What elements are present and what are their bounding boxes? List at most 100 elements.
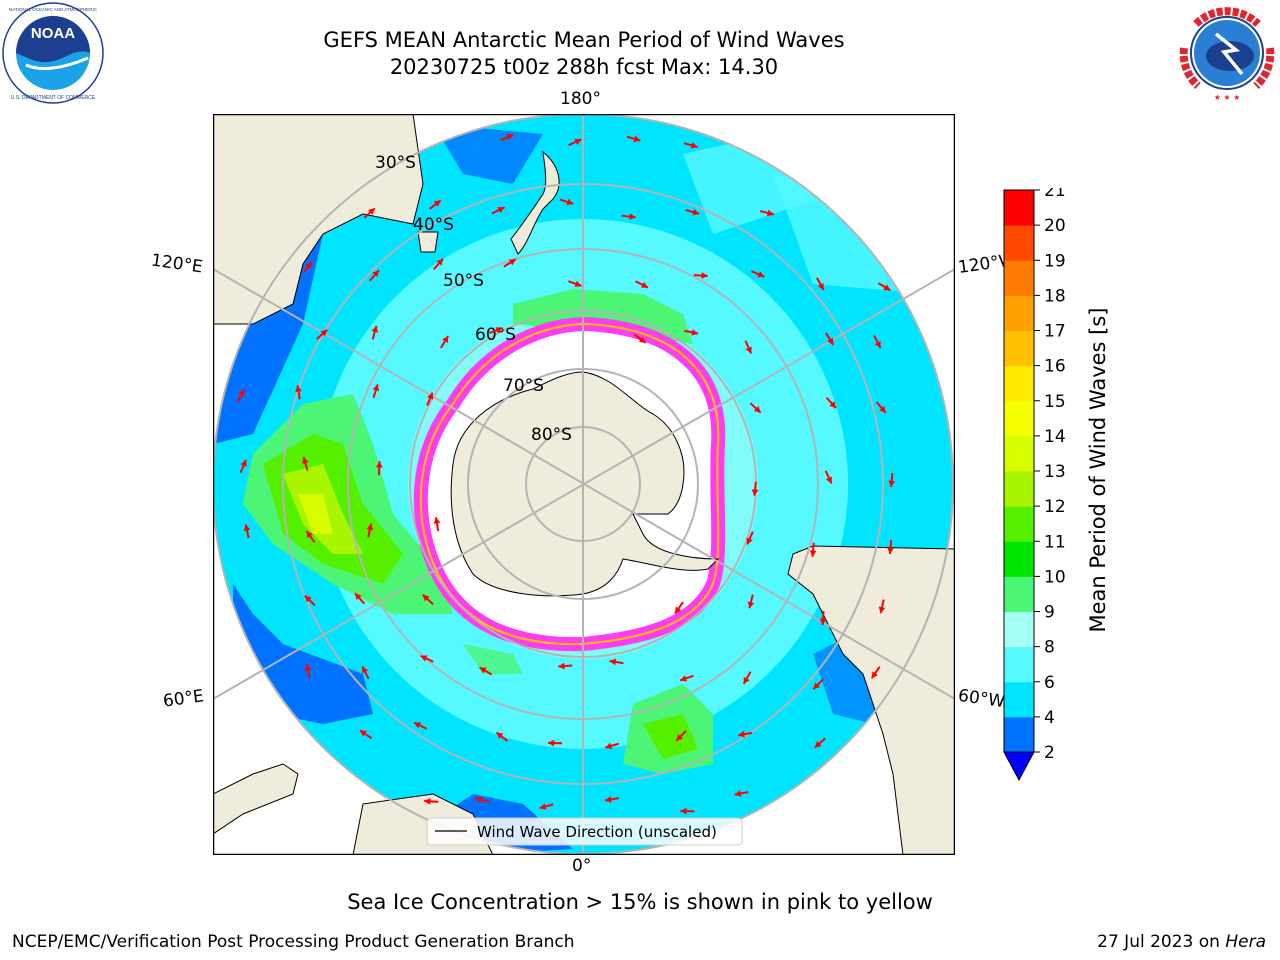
noaa-logo: NOAA U.S. DEPARTMENT OF COMMERCE NATIONA… [2, 2, 104, 104]
colorbar-swatch [1004, 225, 1034, 261]
wave-direction-arrowhead [640, 281, 648, 288]
wave-direction-arrowhead [420, 655, 428, 662]
wave-direction-arrowhead [827, 337, 834, 345]
wave-direction-arrowhead [813, 682, 821, 690]
lat-label-70s: 70°S [503, 376, 544, 396]
wave-direction-arrowhead [442, 336, 449, 343]
colorbar-tick-label: 13 [1044, 462, 1066, 482]
wave-direction-arrowhead [306, 531, 313, 538]
wave-direction-arrowhead [558, 662, 565, 670]
wave-direction-arrowhead [506, 133, 514, 141]
svg-text:★ ★ ★: ★ ★ ★ [1214, 93, 1241, 102]
wave-direction-arrowhead [747, 601, 755, 609]
wave-direction-arrowhead [238, 389, 245, 397]
colorbar-swatch [1004, 716, 1034, 753]
colorbar-swatch [1004, 681, 1034, 718]
legend-label: Wind Wave Direction (unscaled) [477, 823, 717, 841]
lat-label-30s: 30°S [375, 153, 416, 173]
wave-direction-arrowhead [878, 606, 886, 614]
footer-date: 27 Jul 2023 on Hera [1097, 932, 1266, 952]
colorbar-tick-label: 9 [1044, 603, 1055, 623]
map-subtitle: 20230725 t00z 288h fcst Max: 14.30 [389, 55, 779, 79]
wave-direction-arrowhead [871, 671, 878, 679]
wave-direction-arrowhead [874, 340, 881, 348]
colorbar-swatch [1004, 190, 1034, 226]
colorbar-tick-label: 2 [1044, 743, 1055, 763]
wave-direction-arrowhead [475, 796, 483, 804]
colorbar-swatch [1004, 295, 1034, 331]
colorbar-tick-label: 18 [1044, 286, 1066, 306]
wave-direction-arrowhead [883, 284, 891, 291]
tasmania-landmass [417, 231, 439, 253]
wave-direction-arrowhead [497, 206, 505, 213]
colorbar-swatch [1004, 506, 1034, 542]
wave-direction-arrowhead [240, 459, 247, 467]
wave-direction-arrowhead [734, 790, 742, 797]
colorbar-tick-label: 14 [1044, 427, 1066, 447]
colorbar-tick-label: 19 [1044, 251, 1066, 271]
continents [213, 114, 955, 855]
wave-direction-arrowhead [887, 547, 894, 554]
wave-direction-arrowhead [819, 618, 827, 625]
colorbar-extend-min [1003, 751, 1035, 782]
colorbar-tick-label: 17 [1044, 322, 1066, 342]
wave-direction-arrowhead [633, 135, 641, 143]
lon-label-0: 0° [572, 856, 592, 876]
wave-direction-arrowhead [604, 796, 612, 803]
colorbar-tick-label: 12 [1044, 497, 1066, 517]
colorbar-label: Mean Period of Wind Waves [s] [1086, 307, 1110, 633]
wave-direction-arrowhead [479, 667, 487, 674]
wave-direction-arrowhead [743, 676, 750, 684]
wave-direction-arrowhead [825, 476, 832, 484]
wave-direction-arrowhead [629, 213, 636, 220]
wave-direction-arrowhead [566, 198, 574, 206]
wave-direction-arrowhead [676, 734, 683, 741]
wave-direction-arrowhead [372, 270, 379, 278]
wave-direction-arrowhead [414, 722, 422, 729]
colorbar: 2 4 6 8 9 10 11 12 13 14 15 16 17 18 19 20 21 [1003, 188, 1066, 782]
colorbar-swatch [1004, 400, 1034, 437]
wave-direction-arrowhead [304, 595, 312, 603]
colorbar-swatch [1004, 330, 1034, 367]
wave-direction-arrowhead [367, 208, 375, 215]
wave-direction-arrowhead [320, 329, 328, 337]
colorbar-tick-label: 8 [1044, 638, 1055, 658]
wave-direction-arrowhead [305, 261, 312, 269]
wave-direction-arrowhead [609, 658, 617, 666]
wave-direction-arrowhead [690, 142, 698, 149]
wave-direction-arrowhead [691, 329, 699, 336]
wave-direction-arrowhead [674, 606, 682, 614]
colorbar-tick-label: 16 [1044, 357, 1066, 377]
wave-direction-arrowhead [817, 282, 824, 290]
map-legend: Wind Wave Direction (unscaled) [426, 817, 743, 846]
footer-organization: NCEP/EMC/Verification Post Processing Pr… [12, 932, 575, 952]
wave-direction-arrowhead [366, 523, 374, 531]
wave-direction-arrowhead [574, 280, 582, 288]
colorbar-tick-label: 21 [1044, 188, 1066, 201]
wave-direction-arrowhead [539, 803, 547, 810]
wave-direction-arrowhead [692, 208, 700, 216]
wave-direction-arrowhead [295, 385, 302, 393]
colorbar-swatch [1004, 646, 1034, 683]
wave-direction-arrowhead [829, 401, 836, 409]
wave-direction-arrowhead [751, 489, 759, 496]
lat-label-60s: 60°S [475, 325, 516, 345]
wave-direction-arrowhead [879, 405, 886, 413]
lon-label-120e: 120°E [149, 250, 204, 278]
wave-direction-arrowhead [508, 259, 516, 266]
svg-text:NATIONAL OCEANIC AND ATMOSPHER: NATIONAL OCEANIC AND ATMOSPHERIC [9, 7, 98, 12]
colorbar-swatch [1004, 611, 1034, 648]
wave-direction-arrowhead [304, 664, 312, 671]
wave-direction-arrowhead [495, 327, 503, 334]
colorbar-swatch [1004, 541, 1034, 577]
australia-landmass [213, 114, 424, 325]
south-america-landmass [787, 545, 955, 855]
wave-direction-arrowhead [753, 406, 761, 413]
colorbar-swatch [1004, 471, 1034, 507]
wave-direction-arrowhead [359, 730, 367, 737]
colorbar-tick-label: 20 [1044, 216, 1066, 236]
wave-direction-arrowhead [701, 272, 708, 279]
colorbar-tick-label: 6 [1044, 673, 1055, 693]
wave-direction-arrowhead [888, 480, 895, 488]
wave-direction-arrowhead [574, 138, 582, 145]
